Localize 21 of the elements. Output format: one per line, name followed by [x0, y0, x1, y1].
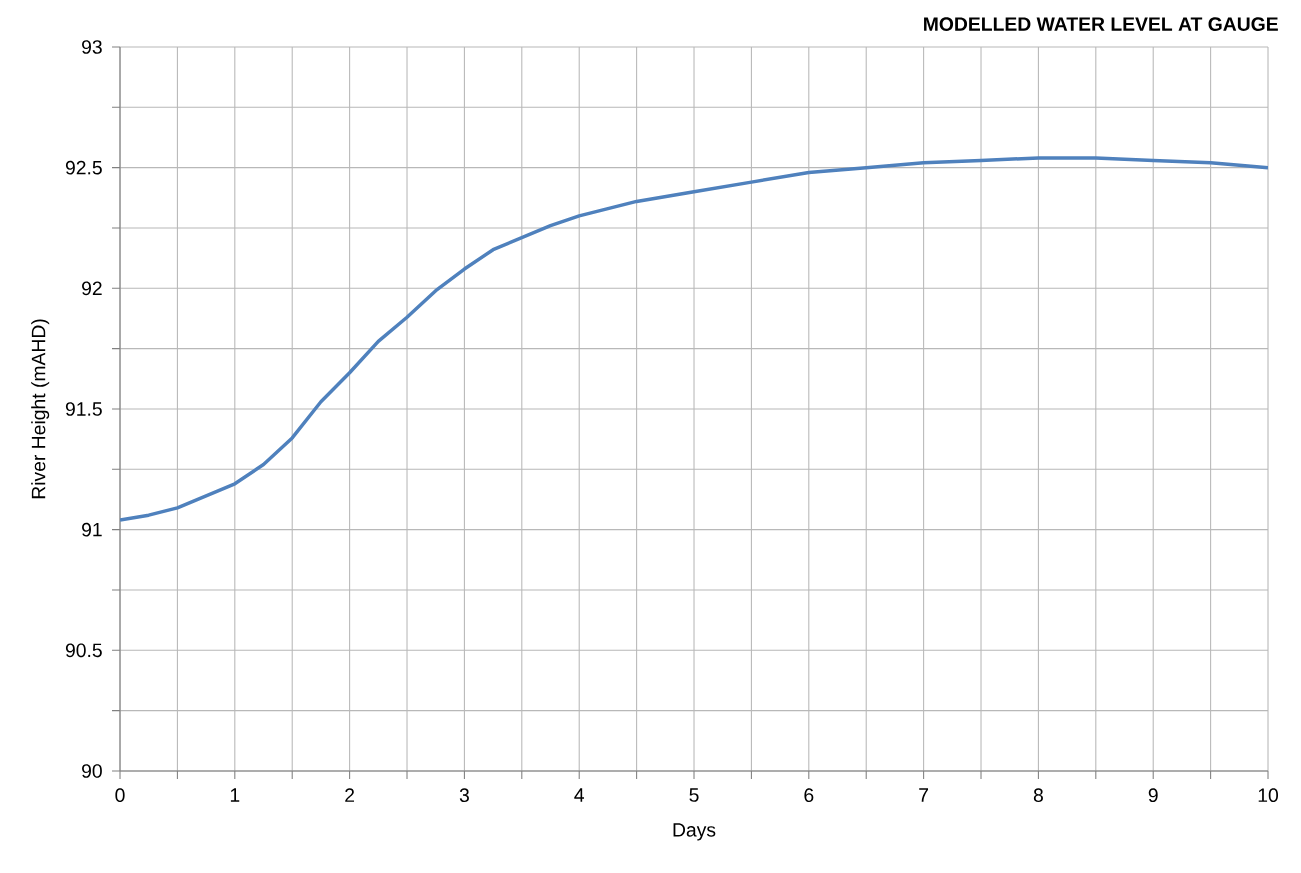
x-tick-label: 10	[1258, 788, 1278, 803]
x-tick-label: 4	[574, 788, 585, 802]
x-tick-label: 9	[1148, 788, 1158, 803]
x-tick-label: 2	[345, 788, 355, 802]
chart-title: MODELLED WATER LEVEL AT GAUGE	[924, 17, 1278, 31]
x-axis-title: Days	[673, 823, 716, 841]
y-axis-title: River Height (mAHD)	[31, 319, 50, 499]
y-tick-label: 91	[82, 522, 102, 537]
y-tick-label: 90	[82, 764, 102, 778]
x-tick-label: 7	[919, 788, 929, 802]
y-tick-label: 92.5	[65, 160, 102, 175]
x-tick-label: 0	[115, 788, 125, 803]
x-tick-label: 3	[459, 788, 469, 803]
x-tick-label: 1	[230, 788, 240, 802]
y-tick-label: 93	[82, 40, 102, 54]
y-tick-label: 91.5	[65, 402, 102, 416]
y-tick-label: 90.5	[65, 643, 102, 658]
x-tick-label: 8	[1033, 788, 1043, 803]
x-tick-label: 5	[689, 788, 699, 802]
x-tick-label: 6	[804, 788, 814, 803]
y-tick-label: 92	[82, 281, 102, 296]
